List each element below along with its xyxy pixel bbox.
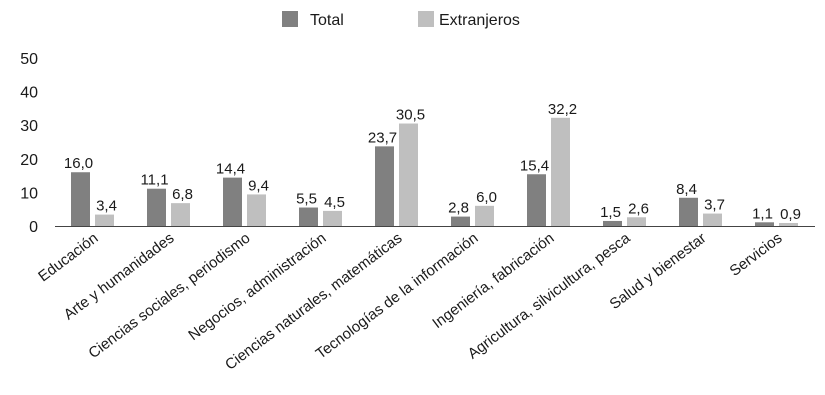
y-tick-label: 40 xyxy=(20,85,38,102)
legend: Total Extranjeros xyxy=(282,11,520,29)
data-label-extranjeros: 2,6 xyxy=(628,200,649,217)
data-label-extranjeros: 3,7 xyxy=(704,197,725,214)
bar-extranjeros xyxy=(247,194,266,226)
y-axis: 0 10 20 30 40 50 xyxy=(20,51,38,236)
bar-extranjeros xyxy=(323,210,342,226)
bar-total xyxy=(299,207,318,226)
bar-extranjeros xyxy=(551,117,570,226)
data-label-extranjeros: 6,8 xyxy=(172,186,193,203)
data-label-extranjeros: 6,0 xyxy=(476,189,497,206)
bar-total xyxy=(679,197,698,226)
data-label-total: 16,0 xyxy=(64,155,93,172)
bars xyxy=(71,117,798,226)
data-label-extranjeros: 32,2 xyxy=(548,101,577,118)
bar-total xyxy=(223,177,242,226)
data-label-total: 5,5 xyxy=(296,191,317,208)
bar-extranjeros xyxy=(399,123,418,226)
bar-total xyxy=(375,146,394,226)
y-tick-label: 0 xyxy=(29,219,38,236)
x-category-label: Negocios, administración xyxy=(185,230,329,344)
bar-extranjeros xyxy=(171,203,190,226)
data-label-total: 1,5 xyxy=(600,204,621,221)
bar-total xyxy=(147,188,166,226)
data-label-total: 11,1 xyxy=(140,172,168,189)
data-label-extranjeros: 0,9 xyxy=(780,206,801,223)
bar-extranjeros xyxy=(627,217,646,226)
legend-label-extranjeros: Extranjeros xyxy=(439,12,520,29)
legend-label-total: Total xyxy=(310,12,344,29)
data-label-extranjeros: 9,4 xyxy=(248,177,269,194)
bar-total xyxy=(527,174,546,226)
data-label-total: 2,8 xyxy=(448,200,469,217)
legend-swatch-extranjeros xyxy=(418,11,434,27)
bar-extranjeros xyxy=(475,205,494,226)
bar-total xyxy=(451,216,470,226)
y-tick-label: 10 xyxy=(20,185,38,202)
data-label-total: 1,1 xyxy=(752,205,773,222)
bar-total xyxy=(603,220,622,226)
x-category-label: Ciencias sociales, periodismo xyxy=(85,230,253,362)
bar-total xyxy=(71,172,90,226)
bar-extranjeros xyxy=(779,222,798,226)
bar-total xyxy=(755,222,774,226)
data-label-total: 14,4 xyxy=(216,161,245,178)
bar-extranjeros xyxy=(95,214,114,226)
bar-extranjeros xyxy=(703,213,722,226)
data-label-total: 23,7 xyxy=(368,129,397,146)
data-label-extranjeros: 3,4 xyxy=(96,198,117,215)
x-category-label: Tecnologías de la información xyxy=(313,230,482,363)
y-tick-label: 50 xyxy=(20,51,38,68)
data-label-extranjeros: 4,5 xyxy=(324,194,345,211)
x-category-label: Ingeniería, fabricación xyxy=(429,230,557,332)
y-tick-label: 20 xyxy=(20,152,38,169)
legend-swatch-total xyxy=(282,11,298,27)
data-label-total: 15,4 xyxy=(520,157,549,174)
data-label-total: 8,4 xyxy=(676,181,697,198)
x-category-label: Servicios xyxy=(727,230,786,280)
data-labels: 16,0 3,4 11,16,8 14,49,4 5,5 4,5 23,7 30,5 2,8 6,… xyxy=(64,101,801,223)
data-label-extranjeros: 30,5 xyxy=(396,107,425,124)
y-tick-label: 30 xyxy=(20,118,38,135)
x-category-label: Educación xyxy=(35,230,101,286)
